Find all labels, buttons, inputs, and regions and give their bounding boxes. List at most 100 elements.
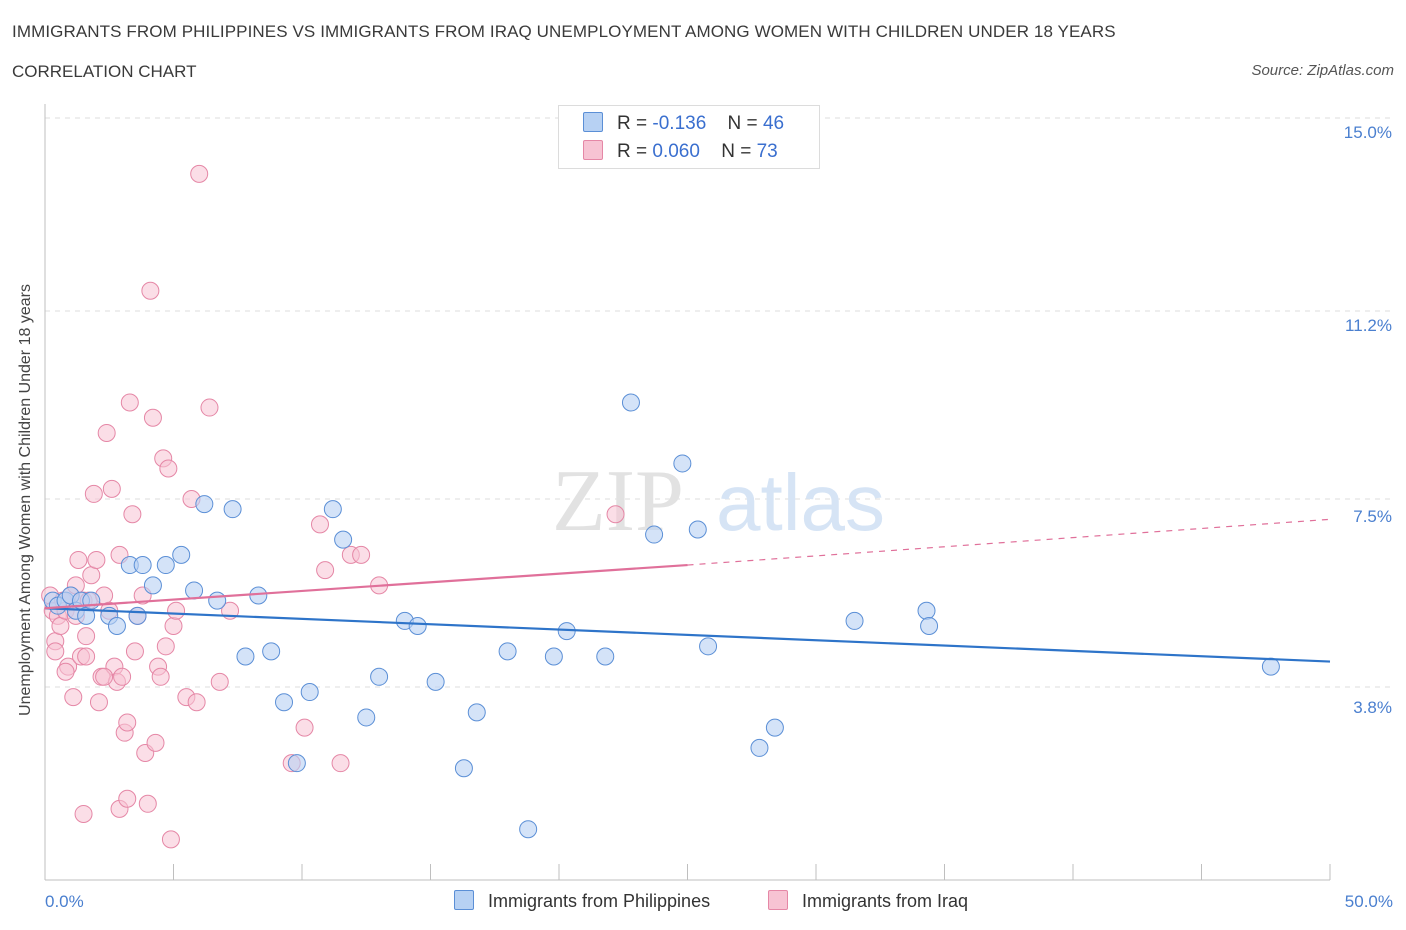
philippines-point — [408, 617, 427, 635]
iraq-point — [164, 617, 183, 635]
iraq-point — [87, 550, 106, 569]
correlation-legend: R = -0.136 N = 46 R = 0.060 N = 73 — [558, 105, 820, 169]
legend-row-philippines: R = -0.136 N = 46 — [583, 112, 784, 138]
iraq-point — [138, 794, 157, 813]
iraq-point — [146, 733, 165, 752]
philippines-legend-label: Immigrants from Philippines — [488, 891, 711, 911]
philippines-point — [1261, 657, 1280, 676]
y-axis-label: Unemployment Among Women with Children U… — [17, 284, 34, 716]
x-tick-label: 0.0% — [45, 892, 84, 911]
iraq-point — [167, 601, 186, 620]
iraq-point — [82, 566, 101, 585]
legend-n-label: N = — [727, 113, 758, 134]
axes — [44, 104, 1331, 881]
philippines-point — [107, 617, 126, 635]
philippines-point — [765, 718, 784, 737]
iraq-swatch — [768, 890, 788, 910]
philippines-point — [323, 500, 342, 519]
iraq-point — [161, 830, 180, 849]
philippines-point — [467, 703, 486, 722]
philippines-point — [275, 693, 294, 712]
iraq-point — [64, 688, 83, 707]
philippines-point — [454, 759, 473, 778]
chart-subtitle: CORRELATION CHART — [12, 62, 197, 81]
iraq-r-value: 0.060 — [652, 141, 700, 162]
iraq-point — [190, 164, 209, 183]
watermark-zip: ZIP — [552, 453, 684, 550]
iraq-point — [102, 479, 121, 498]
iraq-point — [56, 662, 75, 681]
legend-row-iraq: R = 0.060 N = 73 — [583, 140, 778, 166]
trend-lines — [44, 518, 1331, 663]
philippines-swatch — [454, 890, 474, 910]
philippines-point — [172, 545, 191, 564]
grid-lines — [45, 117, 1390, 688]
iraq-point — [187, 693, 206, 712]
philippines-point — [133, 556, 152, 575]
legend-n-label: N = — [721, 141, 752, 162]
chart-title: IMMIGRANTS FROM PHILIPPINES VS IMMIGRANT… — [12, 22, 1116, 41]
philippines-point — [287, 754, 306, 773]
iraq-point — [295, 718, 314, 737]
iraq-point — [113, 667, 132, 686]
philippines-point — [156, 556, 175, 575]
philippines-point — [498, 642, 517, 661]
iraq-point — [97, 423, 116, 442]
y-tick-label: 7.5% — [1353, 507, 1392, 526]
philippines-point — [688, 520, 707, 539]
iraq-point — [89, 693, 108, 712]
y-tick-label: 11.2% — [1345, 316, 1392, 335]
legend-r-label: R = — [617, 113, 648, 134]
iraq-point — [118, 713, 137, 732]
philippines-point — [544, 647, 563, 666]
philippines-point — [519, 820, 538, 839]
philippines-point — [143, 576, 162, 595]
iraq-point — [210, 672, 229, 691]
watermark-atlas: atlas — [716, 458, 885, 547]
philippines-point — [917, 601, 936, 620]
watermark: ZIP atlas — [552, 453, 885, 550]
bottom-legend-iraq: Immigrants from Iraq — [768, 890, 968, 912]
philippines-point — [223, 500, 242, 519]
philippines-point — [128, 606, 147, 625]
philippines-point — [596, 647, 615, 666]
philippines-point — [300, 683, 319, 702]
philippines-point — [920, 617, 939, 635]
iraq-point — [156, 637, 175, 656]
iraq-point — [46, 642, 65, 661]
iraq-point — [77, 647, 96, 666]
philippines-point — [236, 647, 255, 666]
philippines-point — [195, 495, 214, 514]
iraq-point — [74, 804, 93, 823]
iraq-point — [125, 642, 144, 661]
iraq-legend-label: Immigrants from Iraq — [802, 891, 969, 911]
iraq-point — [77, 627, 96, 646]
iraq-point — [123, 505, 142, 524]
iraq-point — [120, 393, 139, 412]
iraq-point — [51, 617, 70, 635]
philippines-n-value: 46 — [762, 113, 785, 134]
philippines-point — [185, 581, 204, 600]
philippines-r-value: -0.136 — [652, 113, 707, 134]
iraq-point — [606, 505, 625, 524]
y-tick-label: 3.8% — [1353, 698, 1392, 717]
iraq-point — [331, 754, 350, 773]
bottom-legend-philippines: Immigrants from Philippines — [454, 890, 710, 912]
philippines-point — [699, 637, 718, 656]
legend-r-label: R = — [617, 141, 648, 162]
iraq-swatch — [583, 140, 603, 160]
iraq-point — [316, 561, 335, 580]
iraq-point — [310, 515, 329, 534]
philippines-point — [845, 611, 864, 630]
philippines-point — [262, 642, 281, 661]
iraq-point — [200, 398, 219, 417]
iraq-point — [118, 789, 137, 808]
philippines-point — [750, 738, 769, 757]
philippines-swatch — [583, 112, 603, 132]
philippines-point — [334, 530, 353, 549]
iraq-trend-line — [44, 563, 688, 610]
philippines-point — [249, 586, 268, 605]
philippines-point — [426, 672, 445, 691]
y-tick-label: 15.0% — [1343, 123, 1392, 142]
